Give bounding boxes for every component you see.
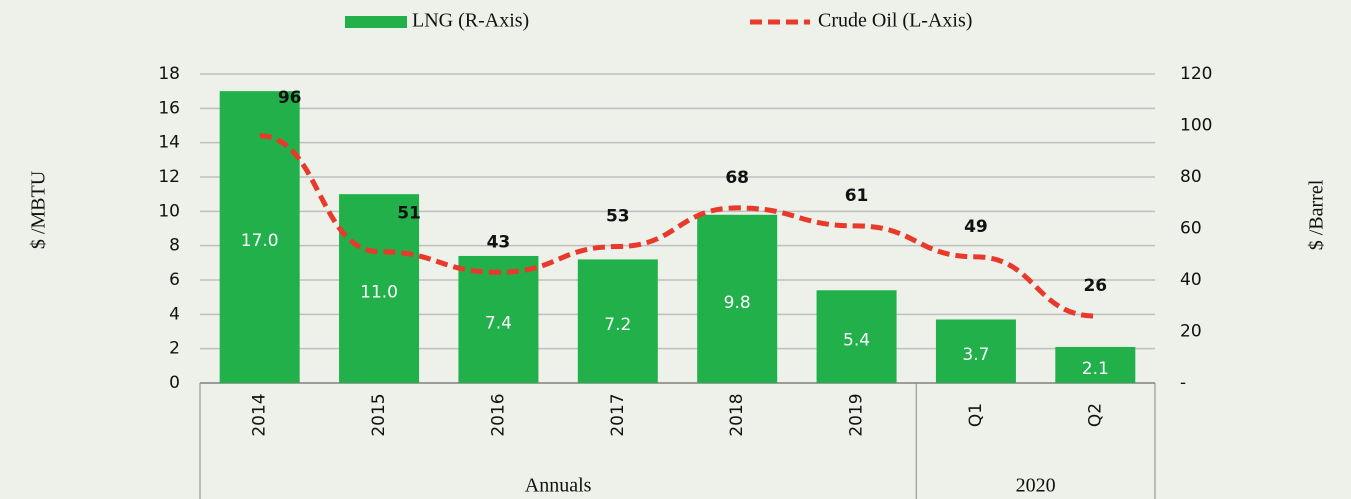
bar-value-label: 7.4 — [485, 313, 512, 333]
x-tick-label: Q1 — [966, 403, 986, 427]
bar — [697, 214, 778, 383]
bar — [816, 290, 897, 383]
bar — [1055, 346, 1136, 383]
line-value-label: 49 — [964, 217, 988, 237]
x-tick-label: 2019 — [847, 393, 867, 436]
bar-value-label: 3.7 — [962, 345, 989, 365]
y2-tick-label: 20 — [1180, 322, 1202, 342]
x-tick-label: 2015 — [369, 393, 389, 436]
y2-tick-label: 80 — [1180, 167, 1202, 187]
y2-tick-label: 120 — [1180, 64, 1212, 84]
legend-swatch — [345, 16, 407, 28]
bar — [458, 255, 539, 383]
y-tick-label: 8 — [169, 236, 180, 256]
y2-tick-label: - — [1180, 373, 1186, 393]
line-value-label: 26 — [1083, 276, 1107, 296]
line-value-label: 61 — [845, 186, 869, 206]
x-tick-label: 2016 — [488, 393, 508, 436]
y-tick-label: 16 — [158, 98, 180, 118]
legend-label: Crude Oil (L-Axis) — [818, 10, 972, 32]
bar — [219, 91, 300, 384]
bar — [339, 194, 420, 383]
y-tick-label: 18 — [158, 64, 180, 84]
y-tick-label: 6 — [169, 270, 180, 290]
y-tick-label: 10 — [158, 201, 180, 221]
y-tick-label: 14 — [158, 133, 180, 153]
bar-value-label: 5.4 — [843, 331, 870, 351]
x-tick-label: 2014 — [250, 393, 270, 436]
y-axis-title: $ /MBTU — [28, 170, 50, 249]
line-value-label: 51 — [397, 204, 421, 224]
x-tick-label: 2018 — [727, 393, 747, 436]
line — [259, 133, 1096, 319]
line-value-label: 43 — [487, 232, 511, 252]
line-value-label: 96 — [278, 88, 302, 108]
group-label: 2020 — [1016, 475, 1056, 497]
legend-label: LNG (R-Axis) — [412, 10, 529, 32]
line-value-label: 53 — [606, 207, 630, 227]
y2-tick-label: 40 — [1180, 270, 1202, 290]
x-tick-label: Q2 — [1085, 403, 1105, 427]
bar-value-label: 11.0 — [360, 283, 398, 303]
bar-value-label: 9.8 — [724, 293, 751, 313]
y-tick-label: 12 — [158, 167, 180, 187]
y-tick-label: 2 — [169, 339, 180, 359]
bar-value-label: 7.2 — [604, 315, 631, 335]
bar-value-label: 2.1 — [1082, 359, 1109, 379]
y-tick-label: 0 — [169, 373, 180, 393]
bar — [935, 319, 1016, 383]
y2-axis-title: $ /Barrel — [1306, 179, 1328, 250]
x-tick-label: 2017 — [608, 393, 628, 436]
y2-tick-label: 100 — [1180, 116, 1212, 136]
group-label: Annuals — [525, 475, 592, 497]
bar-value-label: 17.0 — [241, 231, 279, 251]
y-tick-label: 4 — [169, 304, 180, 324]
y2-tick-label: 60 — [1180, 219, 1202, 239]
bar — [577, 259, 658, 383]
line-value-label: 68 — [725, 168, 749, 188]
